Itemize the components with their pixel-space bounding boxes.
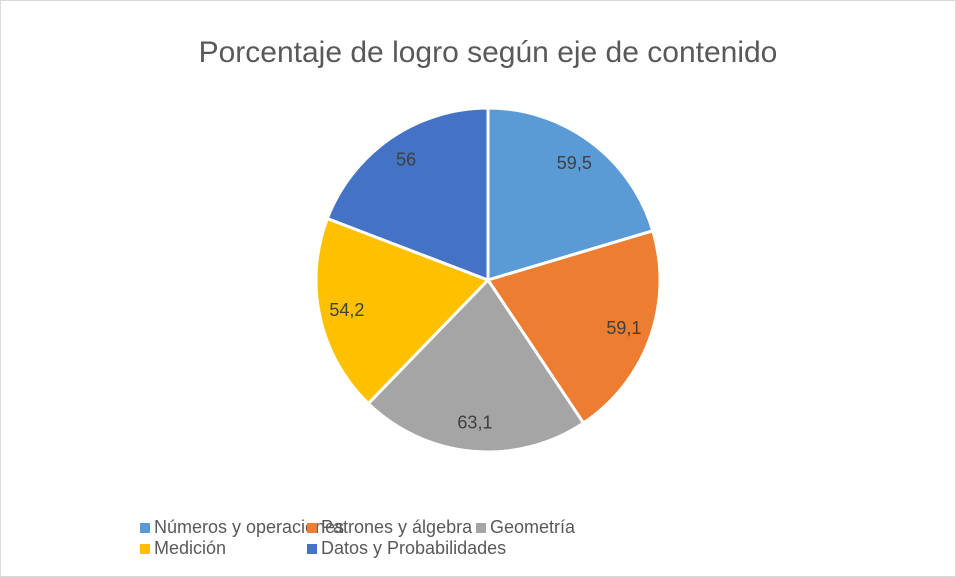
data-label: 56 bbox=[396, 150, 416, 170]
legend-swatch bbox=[140, 544, 150, 554]
legend-swatch bbox=[307, 544, 317, 554]
legend-label: Datos y Probabilidades bbox=[321, 538, 506, 558]
legend-swatch bbox=[476, 523, 486, 533]
legend-label: Medición bbox=[154, 538, 226, 558]
data-label: 59,5 bbox=[557, 153, 592, 173]
data-label: 59,1 bbox=[606, 318, 641, 338]
pie-slice bbox=[366, 277, 586, 454]
pie-slice bbox=[485, 228, 662, 426]
data-label: 54,2 bbox=[329, 300, 364, 320]
pie-slice bbox=[486, 106, 655, 283]
chart-title: Porcentaje de logro según eje de conteni… bbox=[199, 36, 778, 69]
legend-swatch bbox=[140, 523, 150, 533]
data-label: 63,1 bbox=[457, 413, 492, 433]
legend-swatch bbox=[307, 523, 317, 533]
legend-label: Patrones y álgebra bbox=[321, 517, 473, 537]
legend-label: Geometría bbox=[490, 517, 576, 537]
pie-slice bbox=[325, 106, 490, 283]
legend-label: Números y operaciones bbox=[154, 517, 344, 537]
